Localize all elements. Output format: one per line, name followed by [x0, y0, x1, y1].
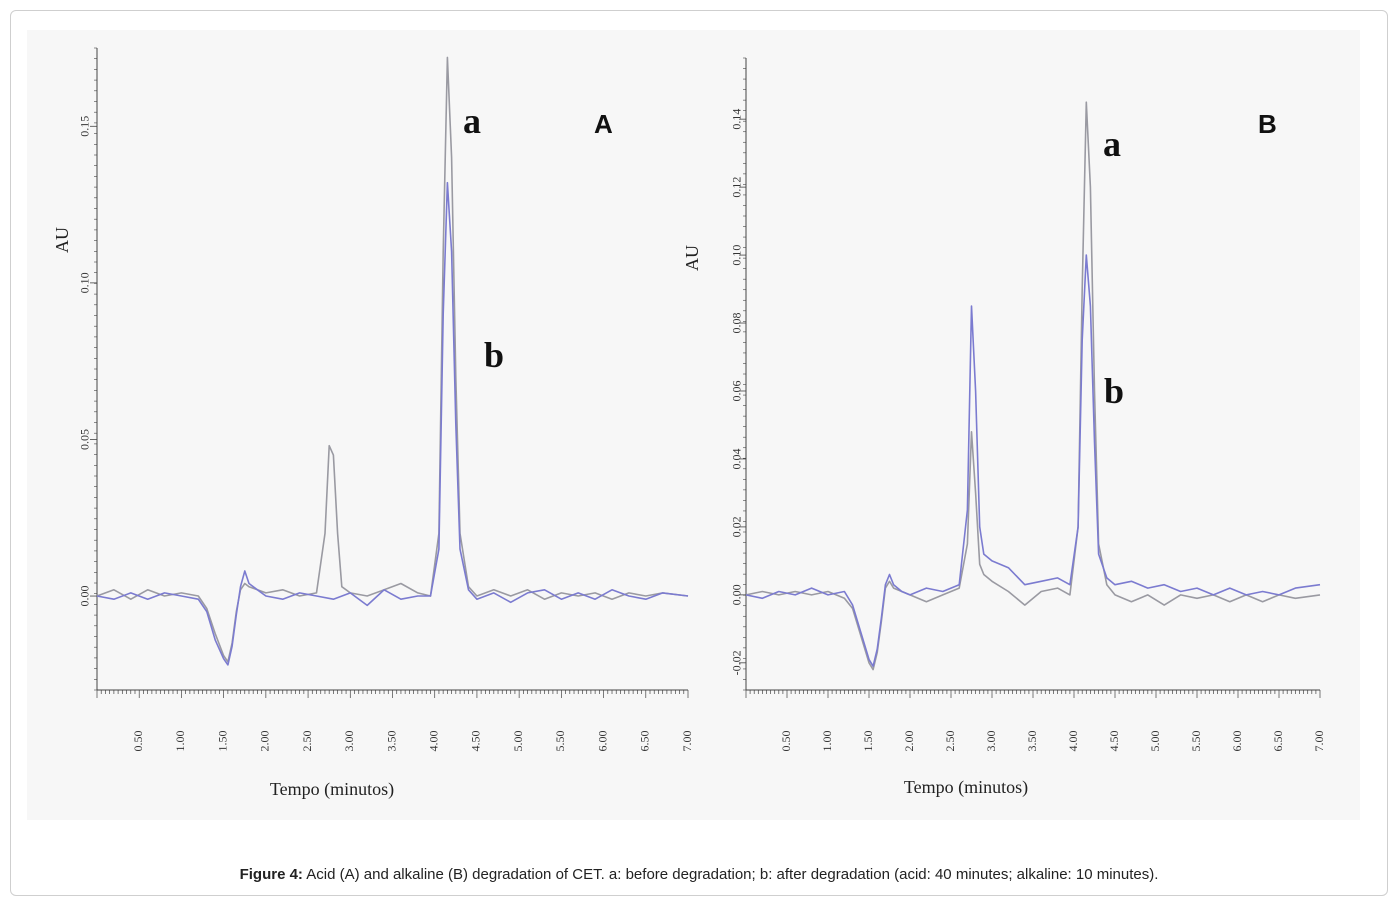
x-tick-label: 2.50	[943, 731, 957, 752]
y-axis-title: AU	[52, 227, 72, 253]
x-tick-label: 1.00	[820, 731, 834, 752]
y-tick-label: 0.00	[730, 584, 744, 605]
series-line-a	[96, 56, 689, 663]
x-tick-label: 1.00	[173, 731, 187, 752]
y-tick-label: 0.15	[78, 116, 92, 137]
x-tick-label: 4.00	[1066, 731, 1080, 752]
x-tick-label: 6.50	[1271, 731, 1285, 752]
y-tick-label: 0.12	[730, 177, 744, 198]
x-tick-label: 5.00	[511, 731, 525, 752]
y-tick-label: 0.08	[730, 313, 744, 334]
y-tick-label: 0.04	[730, 448, 744, 469]
panel-label: A	[594, 109, 613, 139]
x-tick-label: 1.50	[861, 731, 875, 752]
x-tick-label: 2.00	[902, 731, 916, 752]
x-tick-label: 7.00	[1312, 731, 1326, 752]
x-tick-label: 5.50	[1189, 731, 1203, 752]
x-axis-title: Tempo (minutos)	[270, 779, 394, 800]
y-tick-label: 0.14	[730, 109, 744, 130]
x-tick-label: 4.50	[1107, 731, 1121, 752]
series-label-b: b	[1104, 371, 1124, 411]
x-tick-label: 1.50	[215, 731, 229, 752]
x-tick-label: 4.00	[426, 731, 440, 752]
x-tick-label: 6.00	[1230, 731, 1244, 752]
series-line-b	[96, 181, 689, 666]
x-axis-title: Tempo (minutos)	[904, 777, 1028, 798]
x-tick-label: 3.00	[342, 731, 356, 752]
caption-text: Acid (A) and alkaline (B) degradation of…	[302, 866, 1159, 883]
x-tick-label: 0.50	[131, 731, 145, 752]
panel-label: B	[1258, 109, 1277, 139]
x-tick-label: 3.00	[984, 731, 998, 752]
x-tick-label: 6.00	[595, 731, 609, 752]
x-tick-label: 2.00	[258, 731, 272, 752]
y-tick-label: 0.10	[730, 245, 744, 266]
y-tick-label: 0.02	[730, 516, 744, 537]
figure-image-area	[27, 30, 1360, 820]
y-tick-label: 0.10	[78, 272, 92, 293]
x-tick-label: 4.50	[469, 731, 483, 752]
figure-caption: Figure 4: Acid (A) and alkaline (B) degr…	[0, 866, 1398, 883]
series-line-b	[745, 254, 1321, 667]
series-line-a	[745, 101, 1321, 671]
x-tick-label: 3.50	[1025, 731, 1039, 752]
series-label-a: a	[1103, 124, 1121, 164]
panel-b-chart: 0.50 1.00 1.50 2.00 2.50 3.00 3.50 4.00 4.50 5.00…	[682, 57, 1326, 798]
x-tick-label: 2.50	[300, 731, 314, 752]
x-tick-label: 6.50	[638, 731, 652, 752]
x-tick-label: 7.00	[680, 731, 694, 752]
series-label-a: a	[463, 101, 481, 141]
y-tick-label: 0.05	[78, 429, 92, 450]
y-tick-label: 0.06	[730, 380, 744, 401]
caption-prefix: Figure 4:	[239, 866, 303, 883]
x-tick-label: 3.50	[384, 731, 398, 752]
panel-a-chart: 0.50 1.00 1.50 2.00 2.50 3.00 3.50 4.00 4.50 5.00…	[52, 47, 694, 800]
y-tick-label: -0.02	[730, 650, 744, 675]
x-tick-label: 0.50	[779, 731, 793, 752]
series-label-b: b	[484, 335, 504, 375]
y-axis-title: AU	[682, 245, 702, 271]
y-tick-label: 0.00	[78, 586, 92, 607]
x-tick-label: 5.50	[553, 731, 567, 752]
x-tick-label: 5.00	[1148, 731, 1162, 752]
